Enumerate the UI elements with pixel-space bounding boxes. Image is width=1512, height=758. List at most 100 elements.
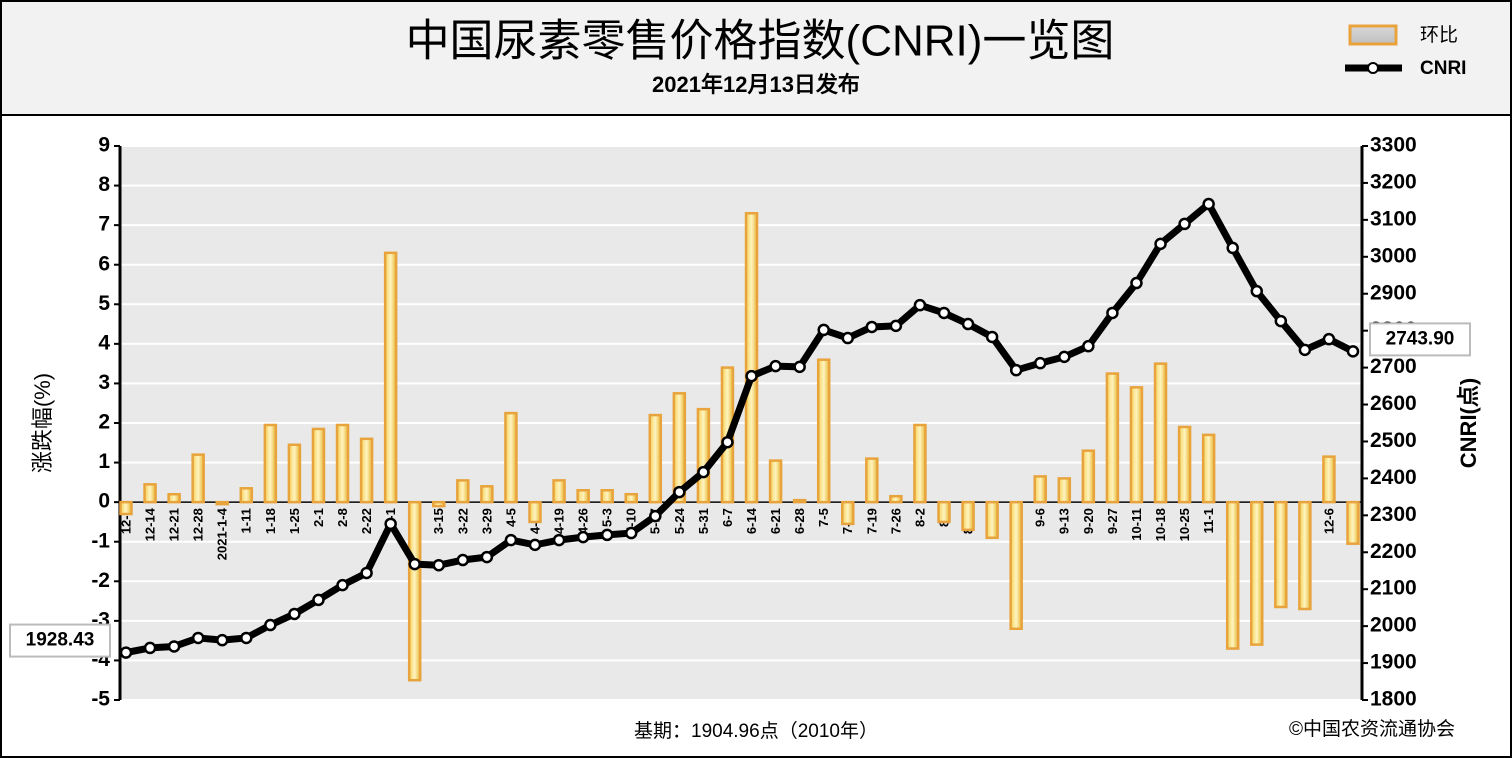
bar bbox=[985, 500, 999, 540]
bar bbox=[696, 407, 711, 504]
cnri-point bbox=[1298, 343, 1312, 357]
y2-tick-label: 2600 bbox=[1370, 392, 1417, 415]
cnri-point bbox=[1130, 276, 1143, 290]
x-tick-label: 1-25 bbox=[287, 508, 302, 534]
y-tick-label: 1 bbox=[98, 450, 110, 473]
bar bbox=[407, 500, 422, 682]
chart-title: 中国尿素零售价格指数(CNRI)一览图 bbox=[406, 17, 1115, 66]
y-tick-label: 7 bbox=[98, 213, 110, 236]
bar bbox=[1033, 475, 1047, 504]
cnri-point bbox=[961, 317, 975, 331]
cnri-point bbox=[408, 557, 421, 571]
bar bbox=[528, 500, 542, 524]
data-label: 2743.90 bbox=[1386, 328, 1455, 349]
label-box bbox=[9, 623, 111, 658]
cnri-point bbox=[1009, 363, 1023, 377]
x-tick-label: 10-25 bbox=[1177, 508, 1192, 541]
x-tick-label: 9-20 bbox=[1081, 508, 1096, 534]
y2-tick-label: 2900 bbox=[1370, 281, 1417, 304]
cnri-point bbox=[913, 298, 927, 312]
bar bbox=[1081, 449, 1096, 504]
cnri-point bbox=[889, 319, 903, 333]
y-tick-label: 4 bbox=[98, 331, 110, 354]
bar bbox=[961, 500, 975, 532]
y2-tick-label: 2500 bbox=[1370, 429, 1417, 452]
cnri-point bbox=[528, 538, 542, 552]
x-tick-label: 11-1 bbox=[1201, 508, 1216, 533]
cnri-point bbox=[1082, 339, 1095, 353]
bar bbox=[552, 479, 566, 504]
x-tick-label: 7-19 bbox=[864, 508, 879, 534]
bar bbox=[1298, 500, 1312, 611]
cnri-point bbox=[119, 646, 133, 659]
x-tick-label: 10-11 bbox=[1129, 508, 1144, 541]
cnri-point bbox=[480, 550, 494, 564]
x-tick-label: 4-19 bbox=[551, 508, 566, 534]
cnri-point bbox=[1226, 241, 1239, 255]
x-tick-label: 2-1 bbox=[311, 508, 326, 527]
legend-label: 环比 bbox=[1420, 24, 1458, 46]
bar bbox=[889, 494, 903, 504]
cnri-point bbox=[1250, 284, 1264, 298]
legend-marker bbox=[1367, 62, 1379, 74]
bar bbox=[1201, 433, 1216, 504]
bar bbox=[359, 437, 374, 504]
cnri-point bbox=[1154, 237, 1167, 251]
bar bbox=[263, 423, 278, 504]
label-box bbox=[1369, 322, 1471, 357]
cnri-point bbox=[1202, 197, 1215, 211]
x-tick-label: 5-24 bbox=[672, 507, 687, 534]
y-tick-label: 5 bbox=[98, 292, 110, 315]
x-tick-label: 2-22 bbox=[359, 508, 374, 534]
y-tick-label: -2 bbox=[91, 569, 110, 592]
footnote: 基期：1904.96点（2010年） bbox=[634, 720, 878, 742]
bar bbox=[913, 423, 927, 504]
y2-tick-label: 1800 bbox=[1370, 688, 1417, 711]
x-tick-label: 7-26 bbox=[888, 508, 903, 534]
cnri-point bbox=[1106, 306, 1119, 320]
cnri-point bbox=[721, 435, 734, 449]
chart-subtitle: 2021年12月13日发布 bbox=[652, 72, 860, 97]
bar bbox=[937, 500, 951, 524]
cnri-point bbox=[1178, 217, 1191, 231]
cnri-point bbox=[841, 331, 855, 345]
bar bbox=[335, 423, 350, 504]
y-axis-label: 涨跌幅(%) bbox=[30, 373, 55, 473]
bar bbox=[1057, 477, 1072, 504]
legend-label: CNRI bbox=[1420, 58, 1466, 79]
bar bbox=[1346, 500, 1360, 545]
bar bbox=[600, 489, 614, 504]
bar bbox=[1153, 362, 1168, 504]
data-label: 1928.43 bbox=[26, 630, 95, 651]
bar bbox=[167, 492, 181, 504]
cnri-point bbox=[865, 320, 879, 334]
x-tick-label: 12-6 bbox=[1321, 508, 1336, 534]
cnri-point bbox=[456, 553, 470, 567]
x-tick-label: 9-27 bbox=[1105, 508, 1120, 534]
legend-swatch-bar bbox=[1348, 24, 1398, 46]
cnri-point bbox=[937, 306, 951, 320]
y2-tick-label: 2100 bbox=[1370, 577, 1417, 600]
x-tick-label: 5-31 bbox=[696, 508, 711, 534]
x-tick-label: 12-14 bbox=[142, 507, 157, 541]
bar bbox=[1274, 500, 1288, 609]
bar bbox=[648, 413, 663, 504]
y-tick-label: -5 bbox=[91, 688, 110, 711]
bar bbox=[311, 427, 326, 504]
x-tick-label: 6-28 bbox=[792, 508, 807, 534]
cnri-point bbox=[1058, 350, 1071, 364]
cnri-point bbox=[745, 369, 758, 383]
cnri-point bbox=[985, 330, 999, 344]
x-tick-label: 7-5 bbox=[816, 508, 831, 527]
cnri-point bbox=[576, 530, 590, 544]
y2-tick-label: 2000 bbox=[1370, 614, 1417, 637]
y-tick-label: 3 bbox=[98, 371, 110, 394]
cnri-point bbox=[215, 633, 229, 647]
bar bbox=[841, 500, 855, 526]
bar bbox=[480, 485, 494, 504]
bar bbox=[624, 492, 638, 504]
cnri-point bbox=[1322, 332, 1336, 346]
y2-tick-label: 3200 bbox=[1370, 170, 1417, 193]
cnri-point bbox=[649, 509, 662, 523]
